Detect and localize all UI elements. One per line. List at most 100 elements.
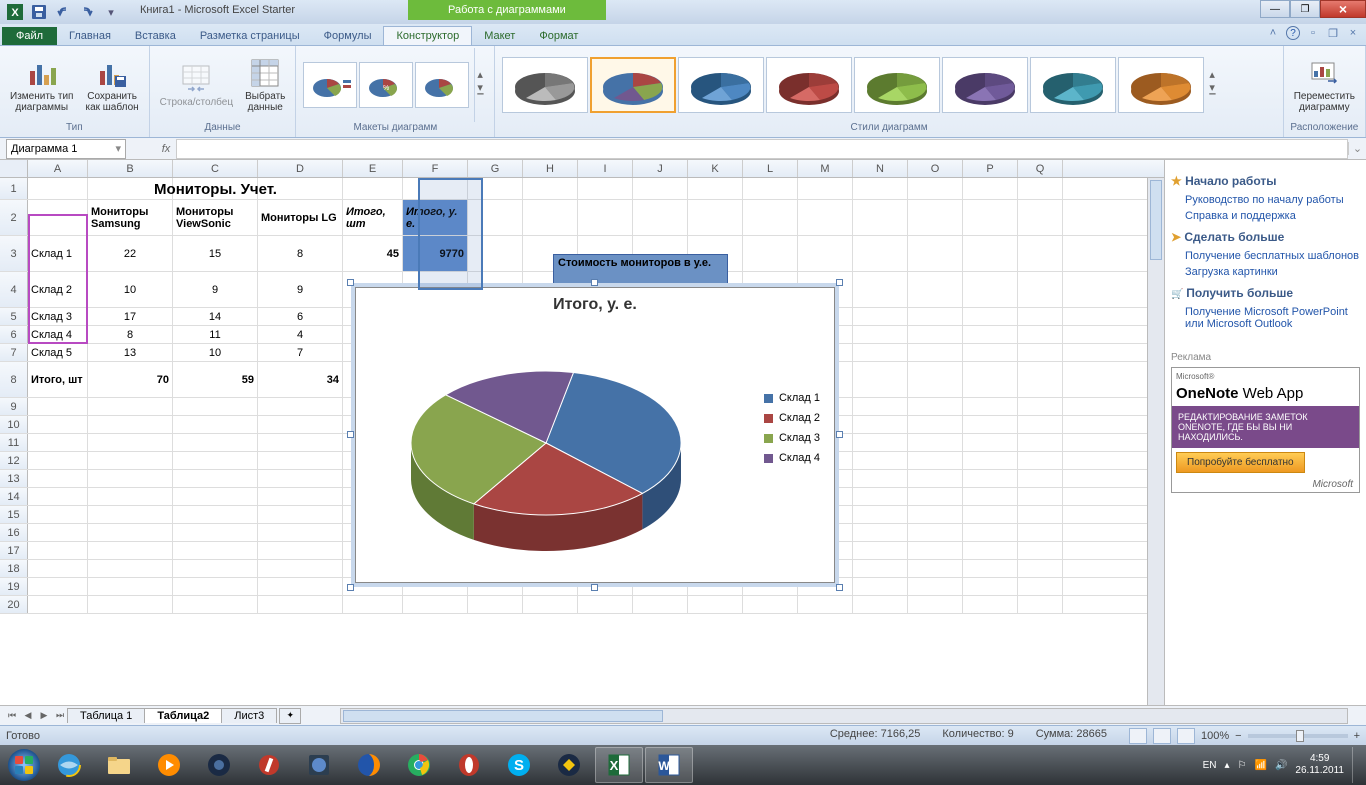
- cell[interactable]: [853, 542, 908, 559]
- taskbar-app1-icon[interactable]: [195, 747, 243, 783]
- cell[interactable]: 4: [258, 326, 343, 343]
- formula-expand-icon[interactable]: ⌄: [1348, 142, 1366, 155]
- cell[interactable]: [258, 560, 343, 577]
- legend-item[interactable]: Склад 2: [764, 408, 820, 428]
- cell[interactable]: [88, 578, 173, 595]
- cell[interactable]: [853, 308, 908, 325]
- column-header[interactable]: P: [963, 160, 1018, 177]
- cell[interactable]: [853, 578, 908, 595]
- link-getting-started[interactable]: Руководство по началу работы: [1171, 192, 1360, 208]
- cell[interactable]: 10: [173, 344, 258, 361]
- column-header[interactable]: I: [578, 160, 633, 177]
- cell[interactable]: [1018, 272, 1063, 307]
- cell[interactable]: [853, 398, 908, 415]
- cell[interactable]: [853, 524, 908, 541]
- column-header[interactable]: N: [853, 160, 908, 177]
- cell[interactable]: [468, 236, 523, 271]
- cell[interactable]: [88, 560, 173, 577]
- column-header[interactable]: O: [908, 160, 963, 177]
- new-sheet-icon[interactable]: ✦: [279, 708, 301, 724]
- cell[interactable]: [743, 236, 798, 271]
- taskbar-firefox-icon[interactable]: [345, 747, 393, 783]
- cell[interactable]: 34: [258, 362, 343, 397]
- cell[interactable]: [28, 506, 88, 523]
- cell[interactable]: [908, 326, 963, 343]
- sheet-nav-last-icon[interactable]: ⏭: [52, 708, 68, 724]
- cell[interactable]: [1018, 416, 1063, 433]
- cell[interactable]: [173, 488, 258, 505]
- cell[interactable]: [28, 542, 88, 559]
- cell[interactable]: [853, 470, 908, 487]
- cell[interactable]: [1018, 596, 1063, 613]
- taskbar-app3-icon[interactable]: [295, 747, 343, 783]
- cell[interactable]: [578, 178, 633, 199]
- cell[interactable]: [908, 596, 963, 613]
- column-header[interactable]: D: [258, 160, 343, 177]
- cell[interactable]: [258, 578, 343, 595]
- cell[interactable]: [908, 488, 963, 505]
- cell[interactable]: [743, 178, 798, 199]
- tab-design[interactable]: Конструктор: [383, 26, 472, 45]
- fx-icon[interactable]: fx: [156, 143, 176, 155]
- tray-lang[interactable]: EN: [1203, 760, 1217, 771]
- cell[interactable]: [963, 470, 1018, 487]
- chart-style-option[interactable]: [678, 57, 764, 113]
- cell[interactable]: [853, 506, 908, 523]
- cell[interactable]: [963, 326, 1018, 343]
- cell[interactable]: [633, 200, 688, 235]
- tab-page-layout[interactable]: Разметка страницы: [188, 27, 312, 45]
- row-header[interactable]: 1: [0, 178, 28, 199]
- start-button[interactable]: [4, 745, 44, 785]
- show-desktop-button[interactable]: [1352, 747, 1360, 783]
- cell[interactable]: [173, 560, 258, 577]
- sheet-nav-prev-icon[interactable]: ◀: [20, 708, 36, 724]
- cell[interactable]: [28, 416, 88, 433]
- cell[interactable]: [743, 200, 798, 235]
- cell[interactable]: [88, 416, 173, 433]
- chart-style-option[interactable]: [942, 57, 1028, 113]
- cell[interactable]: [1018, 524, 1063, 541]
- cell[interactable]: Склад 3: [28, 308, 88, 325]
- cell[interactable]: [853, 434, 908, 451]
- taskbar-opera-icon[interactable]: [445, 747, 493, 783]
- cell[interactable]: [963, 416, 1018, 433]
- view-normal-icon[interactable]: [1129, 728, 1147, 744]
- cell[interactable]: [963, 596, 1018, 613]
- cell[interactable]: [853, 236, 908, 271]
- cell[interactable]: [963, 308, 1018, 325]
- column-header[interactable]: A: [28, 160, 88, 177]
- chart-legend[interactable]: Склад 1Склад 2Склад 3Склад 4: [764, 388, 820, 468]
- cell[interactable]: 59: [173, 362, 258, 397]
- row-header[interactable]: 11: [0, 434, 28, 451]
- sheet-tab-3[interactable]: Лист3: [221, 708, 277, 723]
- cell[interactable]: [1018, 578, 1063, 595]
- row-header[interactable]: 19: [0, 578, 28, 595]
- cell[interactable]: [908, 416, 963, 433]
- help-icon[interactable]: ?: [1286, 26, 1300, 40]
- close-button[interactable]: ×: [1320, 0, 1366, 18]
- cell[interactable]: 45: [343, 236, 403, 271]
- row-header[interactable]: 15: [0, 506, 28, 523]
- cell[interactable]: [853, 178, 908, 199]
- tray-clock[interactable]: 4:5926.11.2011: [1295, 753, 1344, 777]
- cell[interactable]: [523, 178, 578, 199]
- cell[interactable]: Мониторы ViewSonic: [173, 200, 258, 235]
- cell[interactable]: 9770: [403, 236, 468, 271]
- legend-item[interactable]: Склад 3: [764, 428, 820, 448]
- chart-title[interactable]: Итого, у. е.: [356, 288, 834, 322]
- cell[interactable]: 7: [258, 344, 343, 361]
- file-tab[interactable]: Файл: [2, 27, 57, 45]
- column-header[interactable]: C: [173, 160, 258, 177]
- sheet-nav-next-icon[interactable]: ▶: [36, 708, 52, 724]
- cell[interactable]: 15: [173, 236, 258, 271]
- taskbar-excel-icon[interactable]: X: [595, 747, 643, 783]
- link-templates[interactable]: Получение бесплатных шаблонов: [1171, 248, 1360, 264]
- cell[interactable]: [343, 178, 403, 199]
- cell[interactable]: 6: [258, 308, 343, 325]
- cell[interactable]: [1018, 452, 1063, 469]
- cell[interactable]: [88, 434, 173, 451]
- cell[interactable]: [88, 398, 173, 415]
- cell[interactable]: Склад 5: [28, 344, 88, 361]
- cell[interactable]: Склад 1: [28, 236, 88, 271]
- cell[interactable]: [963, 560, 1018, 577]
